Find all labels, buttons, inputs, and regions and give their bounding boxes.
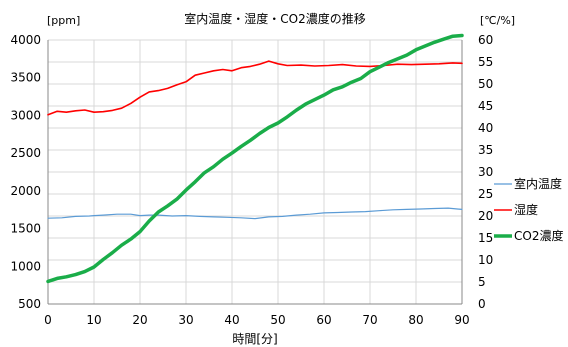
legend-label: CO2濃度	[514, 228, 563, 243]
right-tick-label: 50	[478, 77, 493, 91]
left-tick-label: 3000	[10, 108, 41, 122]
series-lines	[46, 33, 464, 284]
x-tick-label: 70	[362, 313, 377, 327]
left-tick-label: 2500	[10, 146, 41, 160]
left-tick-label: 4000	[10, 33, 41, 47]
x-tick-label: 50	[270, 313, 285, 327]
right-tick-label: 0	[478, 297, 486, 311]
left-tick-label: 3500	[10, 71, 41, 85]
tick-labels: 5001000150020002500300035004000051015202…	[10, 33, 493, 327]
left-tick-label: 500	[18, 297, 41, 311]
axes	[47, 40, 463, 305]
x-tick-label: 0	[44, 313, 52, 327]
x-tick-label: 80	[408, 313, 423, 327]
x-tick-label: 20	[132, 313, 147, 327]
x-tick-label: 90	[454, 313, 469, 327]
right-tick-label: 60	[478, 33, 493, 47]
series-line	[46, 33, 464, 284]
left-axis-unit: [ppm]	[47, 14, 80, 27]
left-tick-label: 1500	[10, 222, 41, 236]
x-tick-label: 60	[316, 313, 331, 327]
left-tick-label: 1000	[10, 259, 41, 273]
grid-lines	[47, 39, 463, 305]
right-tick-label: 10	[478, 253, 493, 267]
right-tick-label: 30	[478, 165, 493, 179]
right-tick-label: 45	[478, 99, 493, 113]
x-tick-label: 40	[224, 313, 239, 327]
right-tick-label: 25	[478, 187, 493, 201]
right-tick-label: 40	[478, 121, 493, 135]
right-tick-label: 15	[478, 231, 493, 245]
right-tick-label: 35	[478, 143, 493, 157]
x-axis-label: 時間[分]	[232, 332, 277, 346]
right-tick-label: 20	[478, 209, 493, 223]
legend-label: 室内温度	[514, 176, 562, 191]
series-line	[47, 207, 463, 220]
left-tick-label: 2000	[10, 184, 41, 198]
legend-label: 湿度	[514, 202, 538, 217]
x-tick-label: 30	[178, 313, 193, 327]
right-axis-unit: [℃/%]	[480, 14, 515, 27]
right-tick-label: 5	[478, 275, 486, 289]
chart-title: 室内温度・湿度・CO2濃度の推移	[184, 11, 365, 26]
right-tick-label: 55	[478, 55, 493, 69]
series-line	[47, 60, 463, 116]
x-tick-label: 10	[86, 313, 101, 327]
